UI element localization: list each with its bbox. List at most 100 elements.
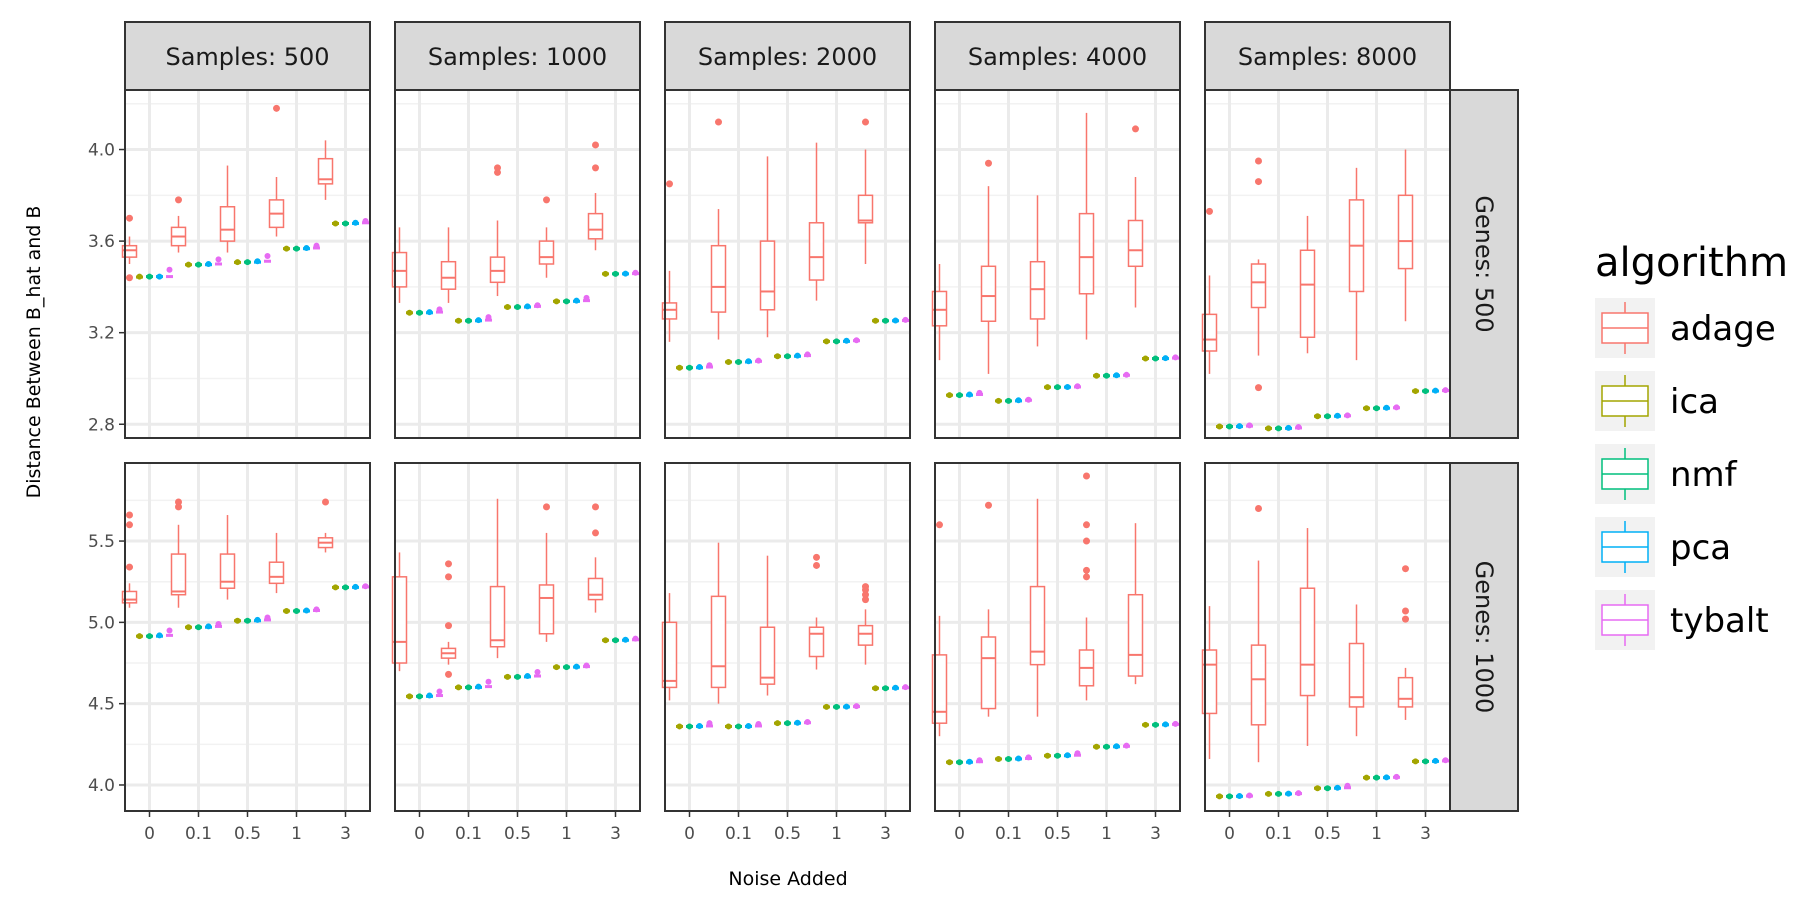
pca-point [475,317,482,324]
adage-outlier [273,104,280,112]
pca-point [573,663,580,670]
nmf-point [1422,758,1429,765]
pca-point [745,722,752,729]
legend-entry-label: adage [1670,309,1776,349]
adage-outlier [175,503,182,511]
adage-box [1397,194,1414,270]
nmf-point [244,617,251,624]
x-tick-label: 0.5 [504,824,531,844]
ica-point [283,607,290,614]
nmf-point [1005,397,1012,404]
nmf-point [465,684,472,691]
adage-outlier [1402,615,1409,623]
nmf-point [612,270,619,277]
nmf-point [735,723,742,730]
pca-point [205,623,212,630]
nmf-point [784,720,791,727]
adage-box [1127,219,1144,268]
ica-point [676,364,683,371]
adage-box [710,244,727,313]
x-tick-label: 0.1 [725,824,752,844]
facet-panel [1201,89,1451,439]
pca-point [794,352,801,359]
legend-entry-label: nmf [1670,455,1738,495]
ica-point [553,664,560,671]
nmf-point [1324,413,1331,420]
tybalt-point [706,362,713,369]
adage-outlier [592,503,599,511]
tybalt-point [853,337,860,344]
tybalt-point [583,662,590,669]
adage-box [538,584,555,635]
x-tick-label: 1 [291,824,302,844]
adage-outlier [126,511,133,519]
ica-point [872,317,879,324]
facet-panel [931,462,1181,812]
tybalt-point [853,703,860,710]
nmf-point [293,245,300,252]
nmf-point [465,317,472,324]
ica-point [995,755,1002,762]
pca-point [352,219,359,226]
column-strip-label: Samples: 2000 [698,43,877,71]
nmf-point [1373,774,1380,781]
ica-point [725,723,732,730]
adage-box [808,222,825,281]
facet-panel [1201,462,1451,812]
adage-box [587,577,604,601]
ica-point [872,685,879,692]
pca-point [892,684,899,691]
x-axis-label: Noise Added [728,868,847,890]
x-tick-label: 1 [1101,824,1112,844]
adage-outlier [1255,384,1262,392]
ica-point [1044,752,1051,759]
tybalt-point [436,688,443,695]
column-strip-bg [394,21,641,91]
adage-box [759,626,776,685]
adage-outlier [445,573,452,581]
tybalt-point [632,635,639,642]
adage-box [710,595,727,689]
tybalt-point [1123,742,1130,749]
facet-panel [661,89,911,439]
nmf-point [195,261,202,268]
tybalt-point [1442,757,1449,764]
tybalt-point [902,684,909,691]
adage-box [440,260,457,290]
adage-box [587,212,604,240]
x-tick-label: 0.5 [1044,824,1071,844]
x-tick-label: 0.5 [234,824,261,844]
y-tick-label: 4.5 [88,695,115,715]
legend-entry-label: ica [1670,382,1719,422]
adage-box [538,240,555,265]
adage-outlier [1255,505,1262,513]
adage-outlier [1255,178,1262,186]
adage-outlier [126,214,133,222]
x-tick-label: 0.1 [185,824,212,844]
nmf-point [1152,721,1159,728]
pca-point [696,364,703,371]
pca-point [156,632,163,639]
nmf-point [882,317,889,324]
nmf-point [1373,405,1380,412]
adage-outlier [1206,207,1213,215]
pca-point [966,391,973,398]
pca-point [352,583,359,590]
pca-point [622,636,629,643]
y-axis-label: Distance Between B_hat and B [23,206,45,499]
nmf-point [1275,425,1282,432]
legend-title: algorithm [1595,240,1788,286]
x-tick-label: 1 [561,824,572,844]
facet-panel [931,89,1181,439]
pca-point [1064,752,1071,759]
nmf-point [146,273,153,280]
column-strip-bg [1204,21,1451,91]
nmf-point [833,703,840,710]
tybalt-point [583,294,590,301]
tybalt-point [215,256,222,263]
ica-point [332,220,339,227]
column-strip-label: Samples: 4000 [968,43,1147,71]
x-tick-label: 3 [1420,824,1431,844]
adage-box [489,585,506,648]
ica-point [946,759,953,766]
